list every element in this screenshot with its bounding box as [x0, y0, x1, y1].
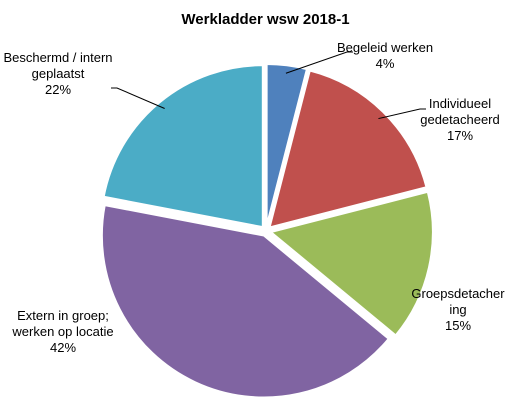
leader-line — [378, 108, 426, 120]
slice-label: Begeleid werken 4% — [330, 40, 440, 72]
pie-slice — [100, 203, 391, 399]
slice-label: Groepsdetachering 15% — [410, 286, 506, 334]
value-label: 22% — [44, 82, 72, 97]
slice-label: Beschermd / intern geplaatst 22% — [0, 50, 116, 98]
value-label: 15% — [444, 318, 472, 333]
value-label: 42% — [49, 340, 77, 355]
slice-label: Extern in groep; werken op locatie 42% — [8, 308, 118, 356]
category-label: Beschermd / intern geplaatst — [3, 50, 113, 81]
pie-slice — [265, 63, 309, 227]
pie-slice — [102, 64, 264, 229]
category-label: Groepsdetachering — [411, 286, 505, 317]
category-label: Extern in groep; werken op locatie — [12, 308, 114, 339]
pie-slice — [268, 69, 428, 229]
chart-title: Werkladder wsw 2018-1 — [181, 11, 350, 28]
value-label: 17% — [446, 128, 474, 143]
leader-line — [285, 51, 353, 74]
pie-slice — [268, 190, 434, 337]
category-label: Individueel gedetacheerd — [420, 96, 500, 127]
slice-label: Individueel gedetacheerd 17% — [405, 96, 515, 144]
leader-line — [111, 87, 165, 109]
category-label: Begeleid werken — [336, 40, 434, 55]
value-label: 4% — [375, 56, 395, 71]
